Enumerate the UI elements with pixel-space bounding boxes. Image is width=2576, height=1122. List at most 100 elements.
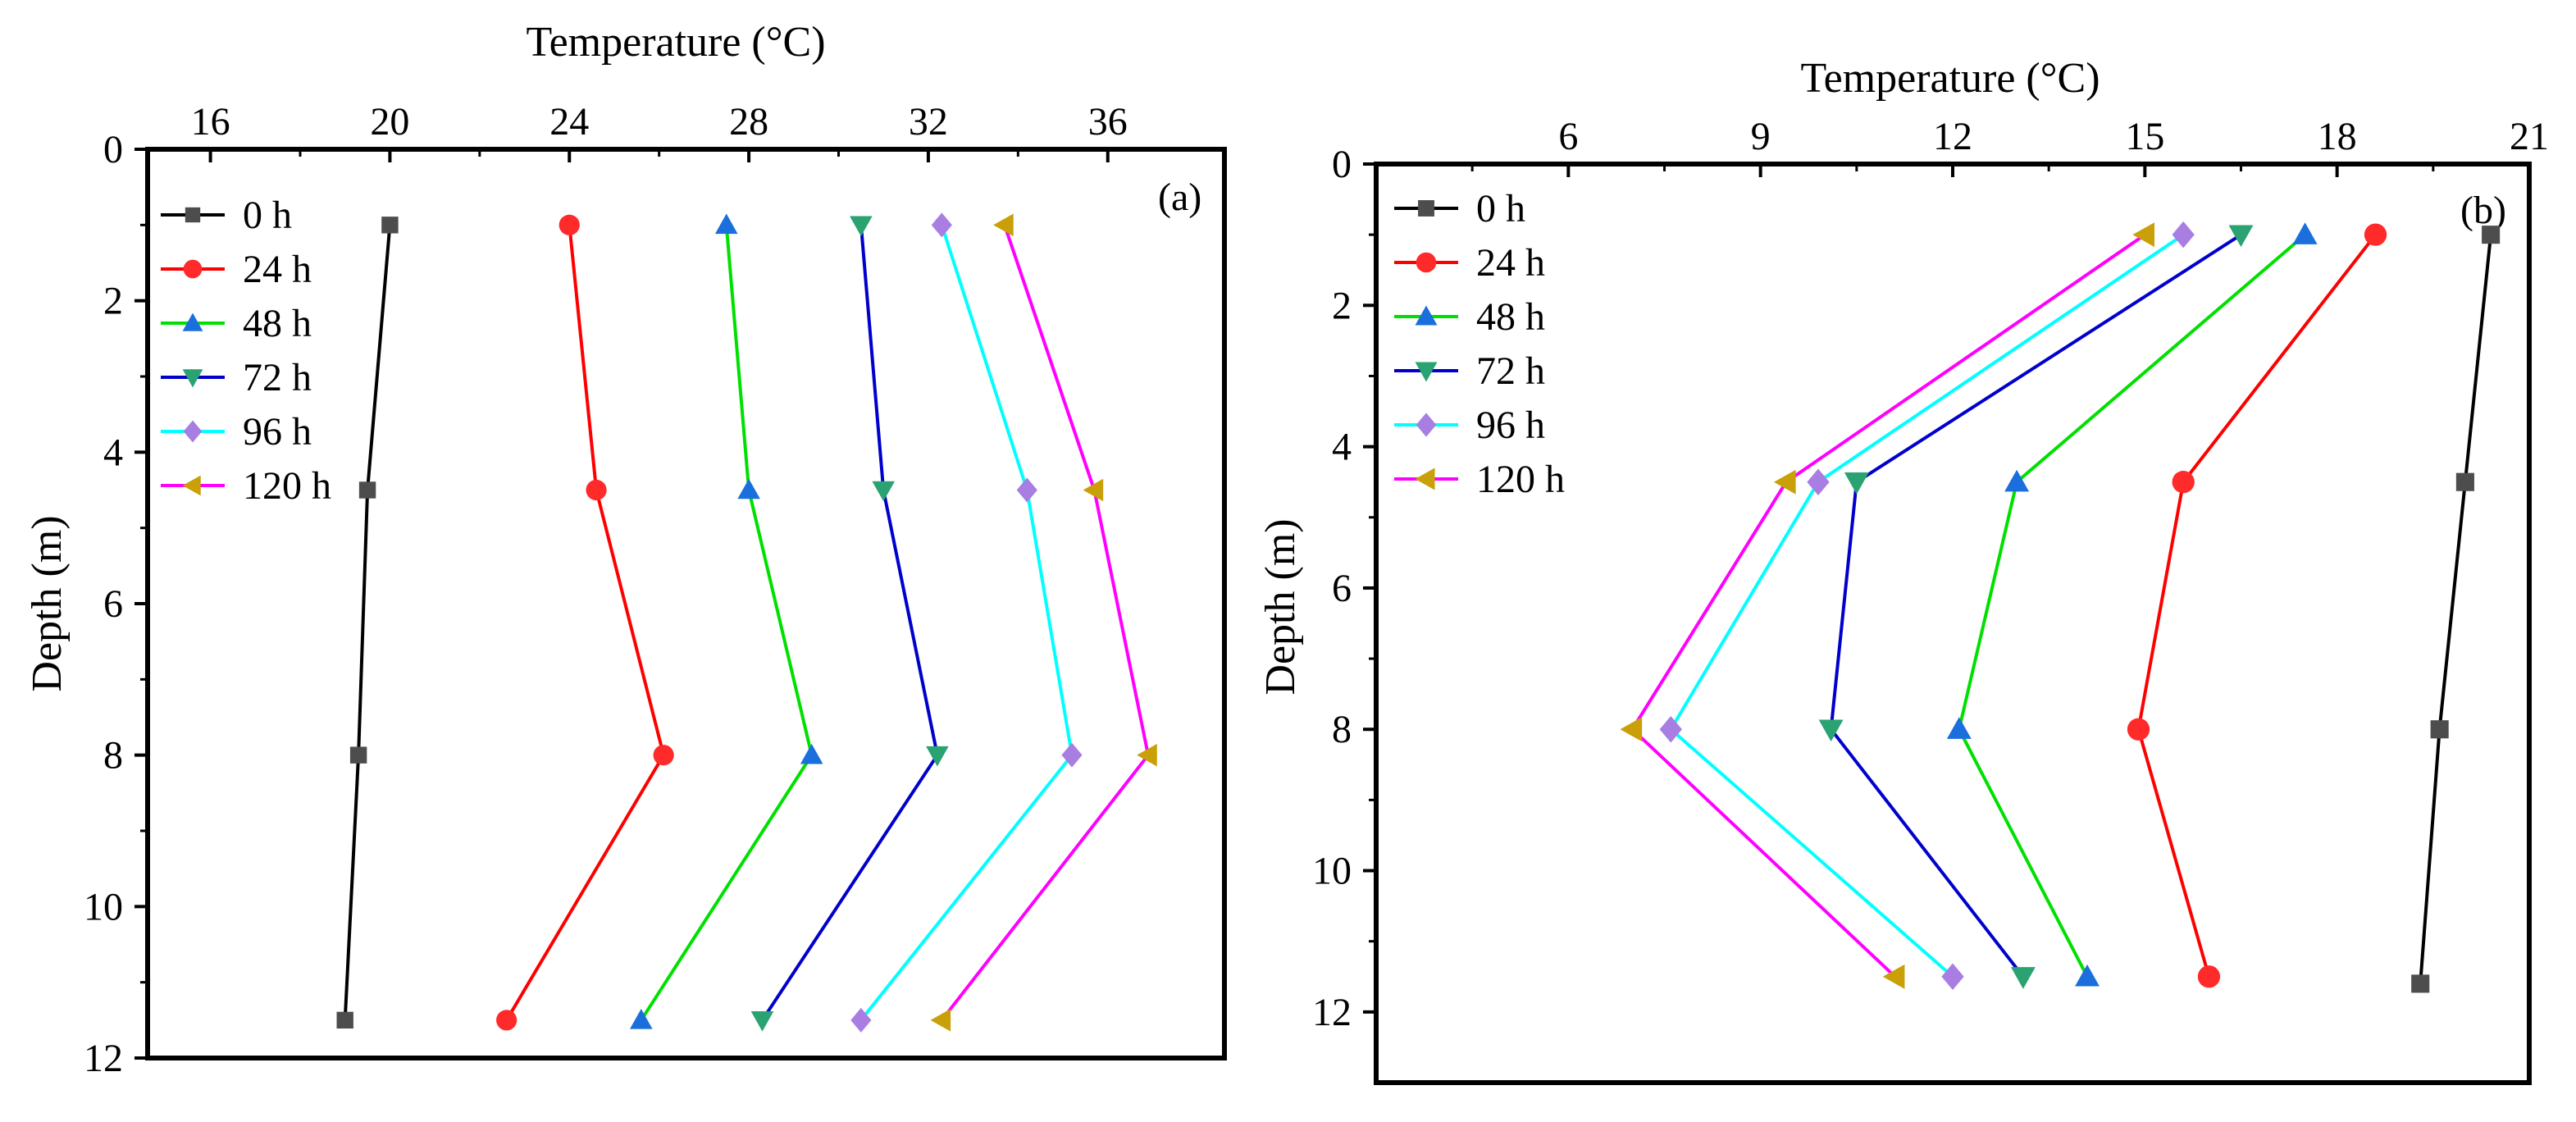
data-point [2455, 472, 2474, 491]
legend-label: 96 h [1476, 404, 1545, 447]
data-point [926, 746, 949, 767]
data-point [349, 746, 367, 764]
data-point [993, 213, 1014, 237]
data-point [358, 481, 376, 499]
y-tick-label: 4 [103, 431, 123, 474]
y-tick-label: 4 [1332, 426, 1352, 469]
x-tick-label: 24 [549, 100, 589, 144]
ticks-b: 6 9 12 15 18 21 0 2 4 6 8 10 12 [1312, 115, 2549, 1034]
x-tick-label: 36 [1088, 100, 1128, 144]
series-line [640, 225, 814, 1021]
y-tick-label: 12 [84, 1037, 123, 1080]
legend-marker [182, 369, 203, 388]
data-point [381, 217, 399, 234]
legend-label: 120 h [1476, 458, 1565, 501]
plot-frame-b [1374, 162, 2532, 1085]
series-layer-b [1620, 221, 2501, 993]
legend-marker [1416, 252, 1437, 273]
y-axis-title-a: Depth (m) [24, 515, 71, 691]
data-point [2228, 225, 2254, 248]
data-point [1083, 478, 1104, 502]
series-line [504, 225, 666, 1021]
data-point [629, 1009, 653, 1029]
data-point [1807, 468, 1830, 495]
data-point [2075, 964, 2100, 987]
data-point [2010, 967, 2036, 989]
series-line [343, 225, 392, 1020]
series-line [1630, 233, 2146, 978]
legend-label: 96 h [243, 410, 312, 454]
x-tick-label: 16 [191, 100, 230, 144]
x-tick-label: 28 [729, 100, 768, 144]
data-point [872, 481, 896, 502]
y-tick-label: 12 [1312, 991, 1352, 1034]
legend-b: 0 h 24 h 48 h 72 h 96 h 120 h [1394, 187, 1565, 501]
legend-marker [1416, 413, 1437, 437]
data-point [2430, 720, 2449, 739]
data-point [1941, 963, 1964, 991]
data-point [653, 745, 674, 766]
data-point [1016, 477, 1037, 503]
y-tick-label: 0 [103, 128, 123, 171]
x-tick-label: 20 [370, 100, 409, 144]
legend-marker [185, 207, 201, 223]
x-tick-label: 18 [2318, 115, 2357, 158]
x-tick-label: 9 [1751, 115, 1771, 158]
x-tick-label: 12 [1933, 115, 1972, 158]
legend-label: 72 h [1476, 349, 1545, 393]
series-line [1668, 233, 2185, 978]
x-tick-label: 15 [2125, 115, 2164, 158]
y-tick-label: 8 [1332, 708, 1352, 751]
x-axis-title-a: Temperature (°C) [526, 19, 825, 66]
series-line [940, 224, 1151, 1022]
data-point [930, 1009, 951, 1032]
x-tick-label: 6 [1558, 115, 1578, 158]
data-point [1773, 469, 1796, 495]
data-point [2364, 223, 2387, 246]
legend-marker [1415, 362, 1438, 382]
legend-label: 0 h [1476, 187, 1525, 230]
data-point [1946, 717, 1972, 739]
data-point [2127, 718, 2150, 741]
data-point [559, 214, 580, 235]
legend-marker [183, 420, 203, 443]
data-point [2004, 469, 2030, 492]
y-tick-label: 10 [1312, 850, 1352, 893]
data-point [496, 1010, 517, 1031]
data-point [714, 213, 738, 235]
series-line [1829, 233, 2242, 978]
data-point [737, 478, 760, 499]
series-line [1957, 233, 2306, 978]
panel-label-a: (a) [1158, 176, 1201, 219]
legend-marker [182, 475, 201, 496]
data-point [1818, 719, 1844, 742]
data-point [800, 743, 823, 764]
legend-marker [1415, 468, 1435, 490]
data-point [1844, 472, 1869, 495]
data-point [850, 1007, 872, 1033]
series-line [859, 224, 1074, 1022]
y-tick-label: 6 [103, 582, 123, 626]
legend-a: 0 h 24 h 48 h 72 h 96 h 120 h [161, 194, 331, 508]
data-point [2172, 471, 2195, 494]
x-tick-label: 32 [909, 100, 948, 144]
panel-b: Temperature (°C) Depth (m) (b) 6 9 12 15 18 2… [1257, 55, 2549, 1085]
data-point [2292, 222, 2318, 244]
legend-label: 48 h [243, 302, 312, 345]
y-tick-label: 2 [103, 280, 123, 323]
legend-label: 24 h [243, 248, 312, 291]
data-point [750, 1011, 774, 1032]
data-point [1137, 743, 1157, 767]
data-point [336, 1011, 353, 1029]
series-layer-a [336, 212, 1157, 1033]
legend-label: 0 h [243, 194, 292, 237]
legend-marker [1418, 200, 1434, 217]
panel-a: Temperature (°C) Depth (m) (a) 16 20 24 28 3… [24, 19, 1227, 1080]
series-line [2136, 233, 2378, 978]
data-point [2411, 974, 2430, 993]
series-line [2419, 234, 2493, 984]
data-point [2197, 965, 2221, 988]
data-point [931, 212, 952, 238]
